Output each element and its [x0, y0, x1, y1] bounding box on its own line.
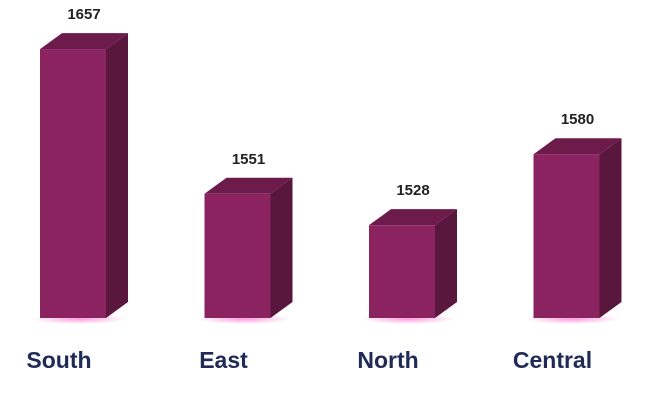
bar-top: [204, 177, 293, 194]
bar-top: [40, 33, 128, 50]
category-label: East: [199, 347, 248, 373]
category-label: South: [26, 347, 91, 373]
bar: [369, 225, 435, 318]
bar: [204, 193, 271, 318]
bar-top: [369, 209, 457, 226]
bar-top: [533, 138, 622, 155]
bar: [40, 49, 106, 318]
bar: [533, 154, 600, 318]
category-label: Central: [513, 347, 592, 373]
bar-side: [599, 138, 622, 318]
value-label: 1580: [561, 111, 594, 128]
bar-side: [435, 209, 457, 318]
category-label: North: [357, 347, 418, 373]
value-label: 1551: [232, 151, 265, 168]
bar-side: [106, 33, 128, 318]
value-label: 1528: [396, 182, 429, 199]
plot-area: 1657 South 1551 East 1528 North 1580 Central: [26, 6, 622, 373]
value-label: 1657: [67, 6, 100, 23]
bar-side: [270, 177, 293, 318]
